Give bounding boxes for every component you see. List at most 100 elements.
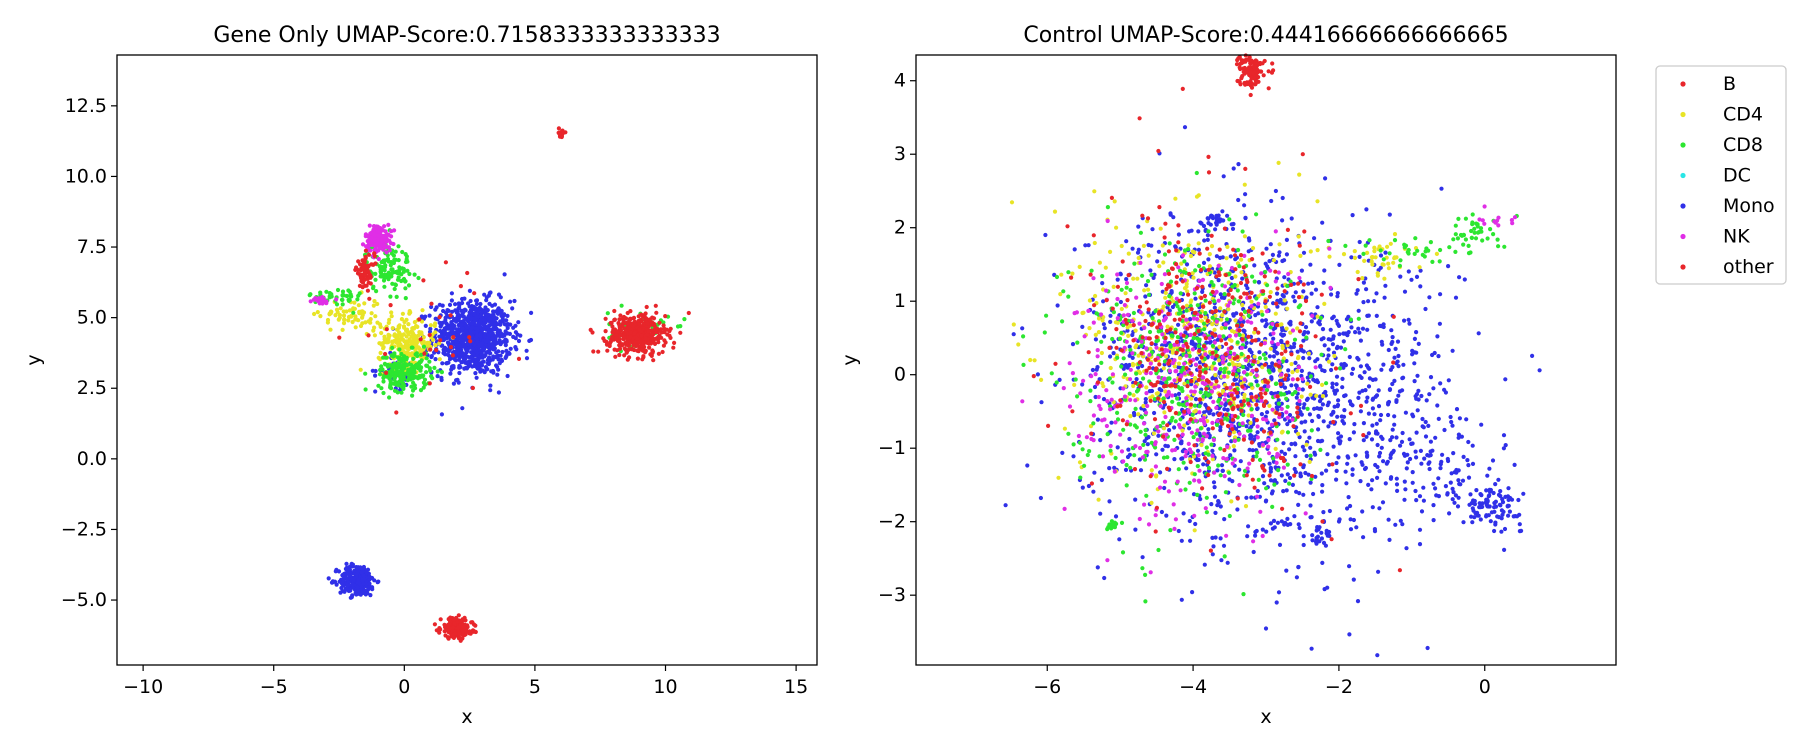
data-point xyxy=(365,567,371,572)
data-point xyxy=(1383,250,1388,255)
data-point xyxy=(1447,511,1452,516)
data-point xyxy=(644,318,649,323)
right-points-layer xyxy=(1003,53,1542,658)
data-point xyxy=(437,630,442,635)
data-point xyxy=(1184,303,1189,308)
data-point xyxy=(349,561,354,567)
data-point xyxy=(1307,412,1312,417)
data-point xyxy=(603,329,608,334)
data-point xyxy=(1392,422,1397,427)
data-point xyxy=(1410,412,1415,417)
x-tick-label: 10 xyxy=(653,676,677,698)
data-point xyxy=(1252,354,1257,359)
data-point xyxy=(1275,291,1280,296)
data-point xyxy=(1270,489,1275,494)
left-plot-frame xyxy=(116,54,818,666)
data-point xyxy=(1218,536,1223,541)
data-point xyxy=(1172,425,1177,430)
scatter-series-mono xyxy=(1297,509,1332,548)
data-point xyxy=(1296,234,1301,239)
data-point xyxy=(1335,321,1340,326)
data-point xyxy=(1269,375,1274,380)
data-point xyxy=(617,339,622,344)
data-point xyxy=(470,364,475,369)
data-point xyxy=(516,356,522,361)
data-point xyxy=(1348,503,1353,509)
data-point xyxy=(1111,284,1116,289)
data-point xyxy=(1247,238,1252,243)
data-point xyxy=(404,317,409,322)
data-point xyxy=(1325,585,1330,590)
data-point xyxy=(1277,368,1282,373)
data-point xyxy=(1357,330,1362,335)
data-point xyxy=(1257,442,1262,447)
data-point xyxy=(368,593,373,598)
data-point xyxy=(460,624,465,629)
data-point xyxy=(1499,508,1504,513)
data-point xyxy=(628,335,633,340)
data-point xyxy=(446,635,451,640)
data-point xyxy=(1408,456,1413,462)
data-point xyxy=(1284,358,1289,364)
data-point xyxy=(411,380,416,385)
data-point xyxy=(1250,246,1256,251)
data-point xyxy=(661,343,667,348)
data-point xyxy=(1229,338,1234,343)
data-point xyxy=(1167,428,1172,433)
data-point xyxy=(463,365,468,370)
data-point xyxy=(457,343,462,348)
data-point xyxy=(1154,452,1159,457)
data-point xyxy=(1268,465,1273,470)
data-point xyxy=(334,307,340,312)
data-point xyxy=(629,347,635,352)
data-point xyxy=(1162,410,1167,415)
data-point xyxy=(1322,301,1327,306)
data-point xyxy=(472,291,477,296)
data-point xyxy=(397,357,402,362)
data-point xyxy=(1401,362,1406,367)
data-point xyxy=(1182,125,1188,130)
data-point xyxy=(1205,233,1210,238)
data-point xyxy=(1244,495,1249,500)
data-point xyxy=(1486,513,1491,518)
data-point xyxy=(1427,466,1432,472)
data-point xyxy=(365,233,370,238)
data-point xyxy=(337,315,342,320)
data-point xyxy=(1421,425,1426,430)
data-point xyxy=(1212,485,1217,490)
data-point xyxy=(1379,367,1384,372)
data-point xyxy=(1164,354,1169,359)
data-point xyxy=(1320,489,1325,494)
data-point xyxy=(1320,327,1326,332)
data-point xyxy=(413,386,418,391)
data-point xyxy=(456,380,461,385)
data-point xyxy=(367,296,372,301)
data-point xyxy=(1301,465,1306,470)
data-point xyxy=(1196,241,1201,246)
data-point xyxy=(1299,420,1304,425)
data-point xyxy=(614,336,619,341)
data-point xyxy=(1346,495,1351,500)
data-point xyxy=(386,320,391,325)
data-point xyxy=(372,238,377,243)
data-point xyxy=(392,286,397,292)
data-point xyxy=(1331,350,1337,355)
data-point xyxy=(1228,453,1233,458)
data-point xyxy=(391,260,396,266)
data-point xyxy=(1344,481,1349,486)
data-point xyxy=(1216,278,1221,283)
data-point xyxy=(1267,426,1272,431)
data-point xyxy=(1392,414,1397,419)
data-point xyxy=(1235,394,1240,399)
data-point xyxy=(1361,300,1366,305)
data-point xyxy=(1433,435,1438,440)
data-point xyxy=(419,352,424,357)
data-point xyxy=(345,567,350,573)
data-point xyxy=(643,336,648,341)
data-point xyxy=(1402,318,1407,323)
data-point xyxy=(308,299,313,304)
data-point xyxy=(1326,424,1331,429)
data-point xyxy=(395,390,400,395)
data-point xyxy=(502,333,507,338)
data-point xyxy=(501,313,506,318)
